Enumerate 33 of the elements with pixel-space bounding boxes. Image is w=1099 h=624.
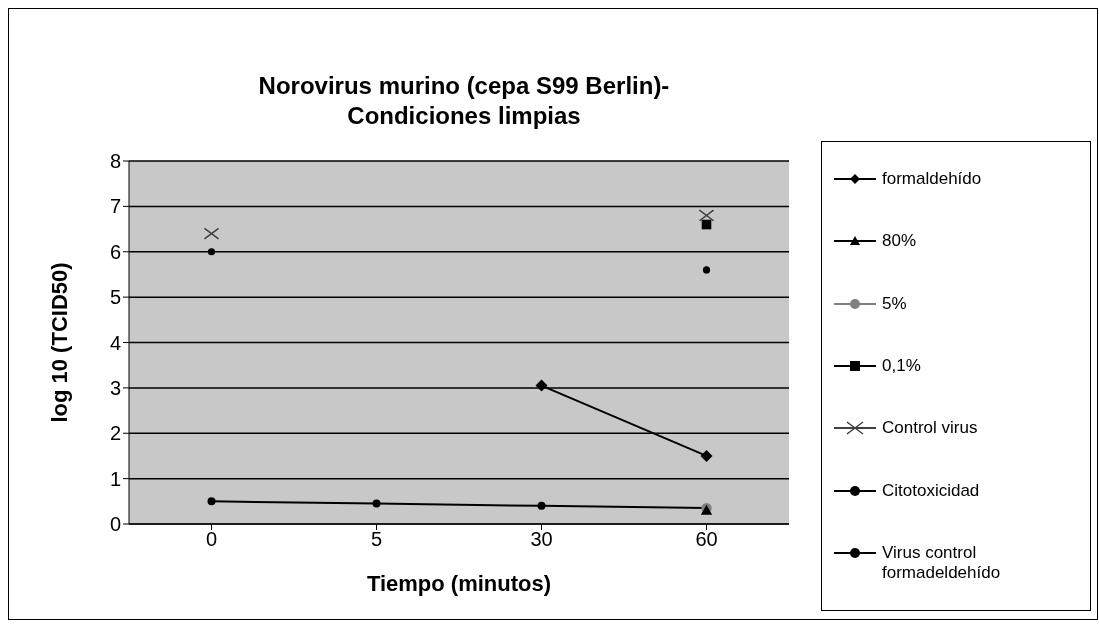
y-tick-label: 0: [109, 513, 121, 536]
y-tick-label: 7: [109, 195, 121, 218]
y-tick-label: 8: [109, 150, 121, 173]
y-axis-title: log 10 (TCID50): [46, 262, 72, 423]
point: [702, 266, 711, 274]
legend-label: Control virus: [882, 418, 978, 439]
y-tick-label: 1: [109, 467, 121, 490]
y-tick-label: 6: [109, 240, 121, 263]
legend-label: 0,1%: [882, 355, 921, 376]
y-tick-label: 5: [109, 286, 121, 309]
point: [207, 497, 216, 506]
point: [700, 449, 713, 462]
point: [535, 379, 548, 392]
x-tick-label: 5: [370, 528, 383, 551]
legend-label: Virus control formadeldehído: [882, 542, 1001, 583]
legend-label: Citotoxicidad: [882, 480, 980, 501]
y-tick-label: 3: [109, 376, 121, 399]
chart-title: Norovirus murino (cepa S99 Berlin)- Condiciones limpias: [257, 71, 671, 131]
point: [698, 209, 715, 222]
point: [372, 499, 381, 508]
point: [207, 248, 216, 256]
y-tick-label: 4: [109, 331, 121, 354]
point: [701, 219, 712, 230]
y-tick-label: 2: [109, 422, 121, 445]
legend-label: 5%: [882, 293, 907, 314]
x-tick-label: 0: [205, 528, 218, 551]
x-axis-title: Tiempo (minutos): [366, 571, 552, 596]
x-tick-label: 60: [695, 528, 718, 551]
point: [203, 227, 220, 240]
legend-label: formaldehído: [882, 169, 982, 190]
legend-label: 80%: [882, 231, 917, 252]
point: [537, 501, 546, 510]
x-tick-label: 30: [530, 528, 553, 551]
